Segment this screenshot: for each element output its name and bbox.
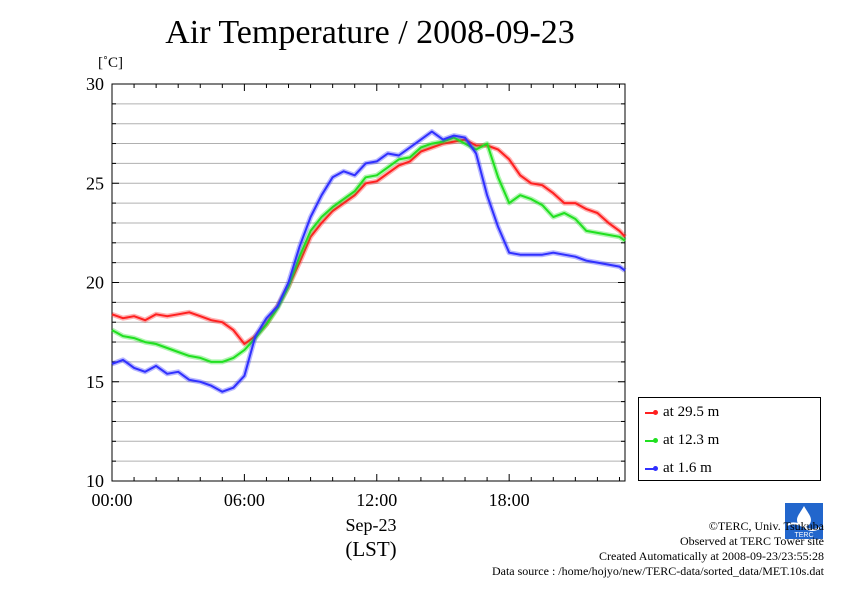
x-tick-label: 12:00 — [356, 490, 397, 510]
chart-title: Air Temperature / 2008-09-23 — [165, 14, 575, 51]
series-halo-1 — [110, 135, 627, 365]
legend-label-29-5m: at 29.5 m — [663, 404, 720, 420]
series-line-0 — [111, 138, 626, 345]
legend: at 29.5 m at 12.3 m at 1.6 m — [638, 397, 821, 481]
legend-swatch-1-6m — [645, 468, 657, 470]
y-tick-label: 20 — [86, 273, 104, 293]
y-tick-label: 30 — [86, 74, 104, 94]
legend-swatch-29-5m — [645, 412, 657, 414]
y-tick-label: 15 — [86, 372, 104, 392]
credits-copyright: ©TERC, Univ. Tsukuba — [708, 519, 824, 533]
logo-wave — [786, 522, 822, 531]
x-tick-label: 18:00 — [489, 490, 530, 510]
y-axis-unit: [˚C] — [98, 55, 123, 71]
credits-observed: Observed at TERC Tower site — [679, 534, 824, 548]
legend-marker-1-6m — [653, 466, 658, 471]
series-line-2 — [111, 130, 626, 393]
series-halo-2 — [111, 129, 627, 395]
legend-swatch-12-3m — [645, 440, 657, 442]
credits-block: ©TERC, Univ. Tsukuba Observed at TERC To… — [492, 519, 824, 579]
y-tick-label: 25 — [86, 173, 104, 193]
credits-created: Created Automatically at 2008-09-23/23:5… — [599, 549, 824, 563]
terc-logo-icon: TERC — [785, 503, 823, 539]
logo-drop — [797, 506, 811, 527]
legend-marker-12-3m — [653, 438, 658, 443]
logo-text: TERC — [794, 532, 813, 539]
legend-marker-29-5m — [653, 410, 658, 415]
series-line-1 — [111, 136, 626, 363]
x-tick-label: 00:00 — [91, 490, 132, 510]
legend-label-12-3m: at 12.3 m — [663, 432, 720, 448]
x-axis-date-label: Sep-23 — [345, 515, 397, 535]
x-tick-label: 06:00 — [224, 490, 265, 510]
x-axis-timezone-label: (LST) — [345, 537, 397, 561]
y-tick-label: 10 — [86, 471, 104, 491]
credits-source: Data source : /home/hojyo/new/TERC-data/… — [491, 564, 824, 578]
legend-label-1-6m: at 1.6 m — [663, 460, 712, 476]
